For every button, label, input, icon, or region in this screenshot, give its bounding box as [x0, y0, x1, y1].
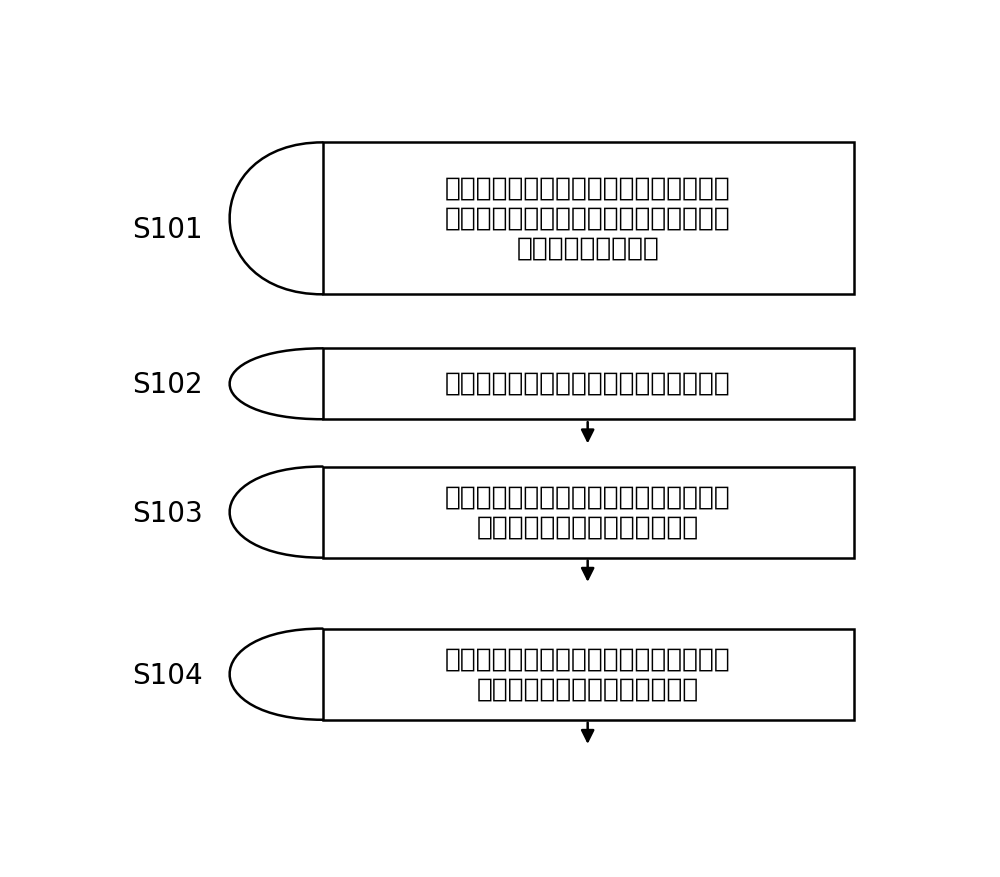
- Text: S101: S101: [132, 216, 203, 244]
- Text: S103: S103: [132, 500, 203, 528]
- Text: 在热泵运行数量大于或等于第一预设阈值
时，切换至仅开启第一功率水泵: 在热泵运行数量大于或等于第一预设阈值 时，切换至仅开启第一功率水泵: [445, 484, 731, 540]
- Bar: [323, 142, 854, 295]
- Text: 启动水泵机组，水泵包括第一功率水泵和
第二功率水泵，第一功率水泵的功率大于
第二功率水泵的功率: 启动水泵机组，水泵包括第一功率水泵和 第二功率水泵，第一功率水泵的功率大于 第二…: [445, 175, 731, 261]
- Bar: [323, 629, 854, 720]
- Text: 获取当前运行中热泵机组的热泵运行数量: 获取当前运行中热泵机组的热泵运行数量: [445, 371, 731, 396]
- Bar: [323, 467, 854, 558]
- Text: 在热泵运行数量小于或等于第二预设阈值
时，切换至仅开启第二功率水泵: 在热泵运行数量小于或等于第二预设阈值 时，切换至仅开启第二功率水泵: [445, 646, 731, 702]
- Bar: [323, 348, 854, 419]
- Text: S102: S102: [132, 372, 203, 400]
- Text: S104: S104: [132, 662, 203, 690]
